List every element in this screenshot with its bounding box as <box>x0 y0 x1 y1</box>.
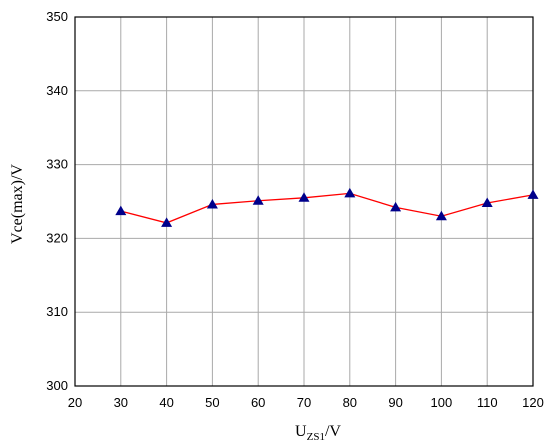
x-axis-label: UZS1/V <box>295 423 341 443</box>
data-point-marker <box>206 198 218 209</box>
data-point-marker <box>344 187 356 198</box>
x-tick-label: 80 <box>343 395 357 410</box>
data-point-marker <box>298 192 310 202</box>
x-tick-label: 40 <box>159 395 173 410</box>
y-tick-label: 330 <box>46 157 68 172</box>
data-point-marker <box>435 210 447 221</box>
y-axis-label: Vce(max)/V <box>9 164 26 244</box>
x-tick-label: 90 <box>388 395 402 410</box>
x-tick-label: 110 <box>477 395 498 410</box>
x-tick-label: 60 <box>251 395 265 410</box>
data-point-marker <box>252 195 264 205</box>
x-axis-label-unit: /V <box>325 423 341 440</box>
x-tick-label: 20 <box>68 395 82 410</box>
y-axis-ticks: 300 310 320 330 340 350 <box>46 9 68 393</box>
x-tick-label: 70 <box>297 395 311 410</box>
series-line <box>120 192 534 224</box>
series-group <box>115 187 539 227</box>
y-tick-label: 320 <box>46 230 68 245</box>
y-tick-label: 340 <box>46 83 68 98</box>
x-tick-label: 50 <box>205 395 219 410</box>
data-point-marker <box>527 189 539 199</box>
y-tick-label: 300 <box>46 378 68 393</box>
data-point-marker <box>390 201 402 212</box>
data-point-marker <box>161 217 173 227</box>
data-point-marker <box>481 197 493 207</box>
x-tick-label: 120 <box>522 395 544 410</box>
x-axis-ticks: 20 30 40 50 60 70 80 90 100 110 120 <box>68 395 544 410</box>
y-tick-label: 350 <box>46 9 68 24</box>
x-tick-label: 100 <box>431 395 453 410</box>
data-point-marker <box>115 205 127 216</box>
x-axis-label-main: U <box>295 423 307 440</box>
x-axis-label-sub: ZS1 <box>307 431 325 443</box>
y-tick-label: 310 <box>46 304 68 319</box>
x-tick-label: 30 <box>114 395 128 410</box>
plot-frame <box>74 16 534 387</box>
